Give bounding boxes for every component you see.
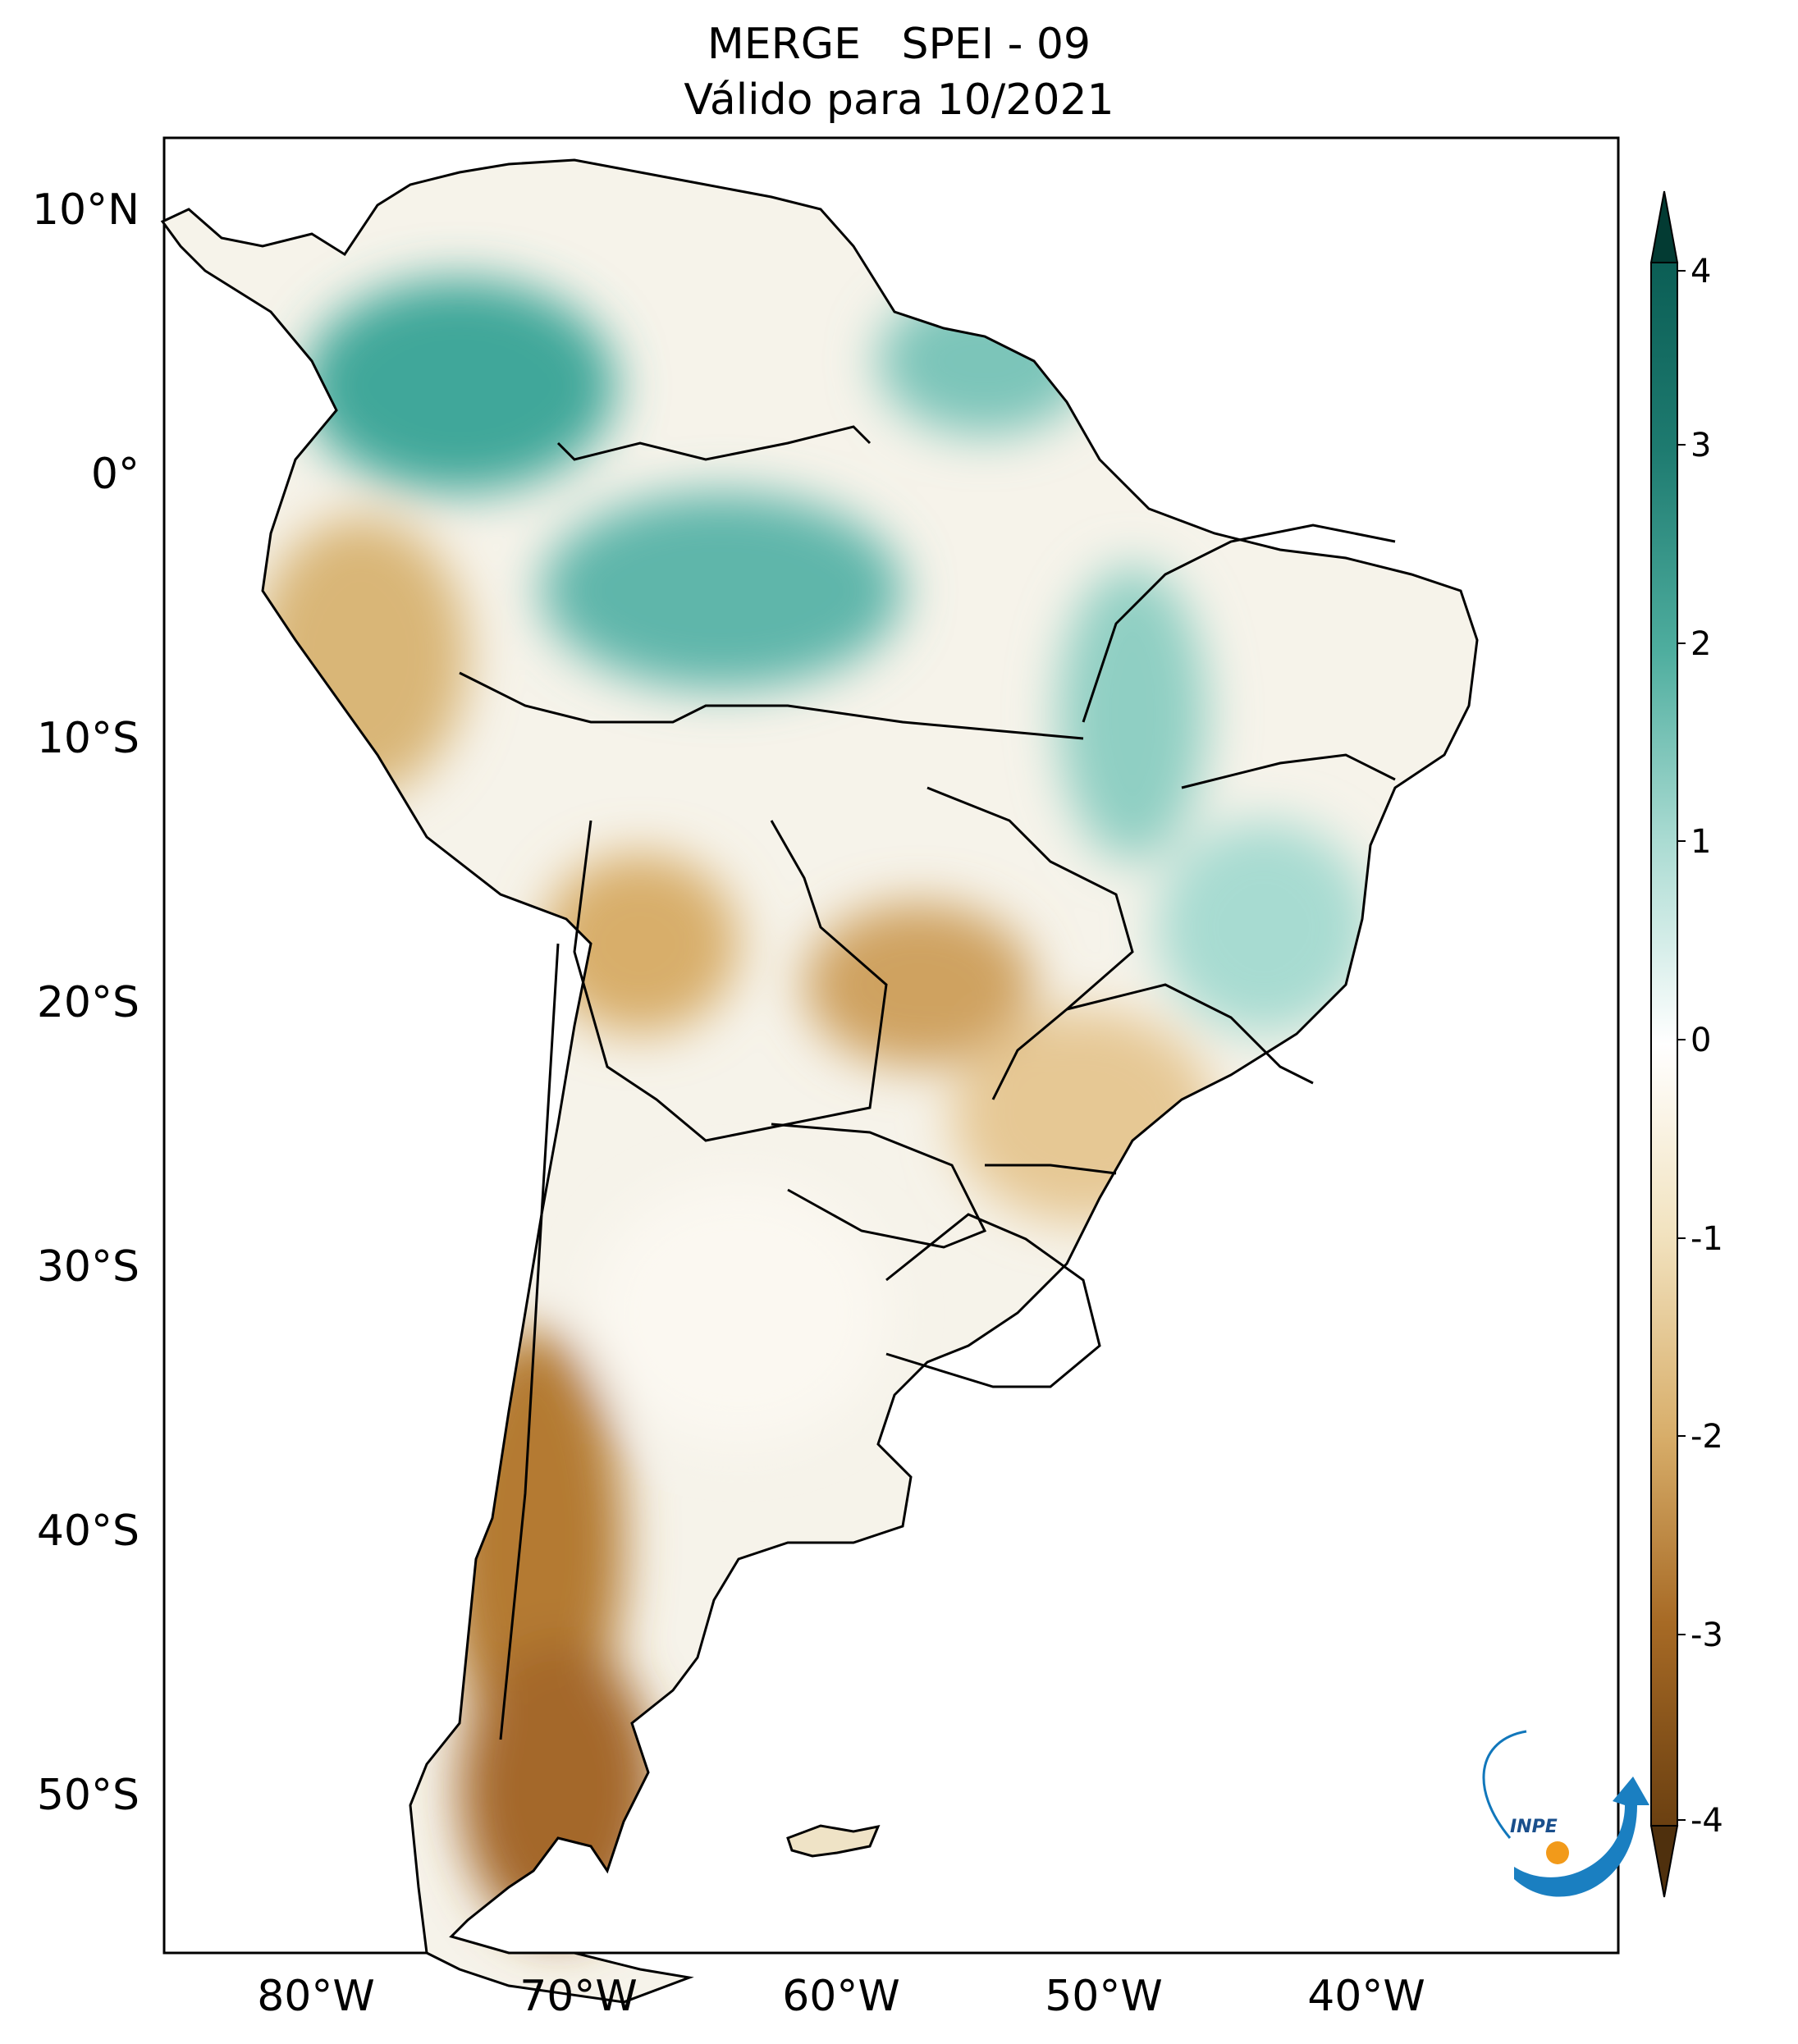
colorbar-tick: 1	[1690, 823, 1711, 861]
logo-sun-icon	[1546, 1841, 1569, 1864]
colorbar-tick: -4	[1690, 1802, 1723, 1840]
border-brazil-states-bahia	[1181, 753, 1396, 789]
wet-anomaly-tocantins	[1059, 566, 1206, 862]
border-venezuela-brazil	[556, 425, 872, 461]
lat-label: 30°S	[37, 1242, 140, 1292]
border-paraguay	[771, 1123, 987, 1249]
logo-orbit-icon	[1482, 1730, 1527, 1839]
lat-label: 0°	[91, 450, 140, 499]
political-borders	[459, 425, 1396, 1740]
border-uruguay	[885, 1213, 1101, 1388]
logo-text: INPE	[1510, 1817, 1558, 1837]
latitude-axis: 10°N 0° 10°S 20°S 30°S 40°S 50°S	[32, 185, 140, 1820]
neutral-area-argentina	[591, 1182, 886, 1444]
dry-anomaly-pantanal	[804, 903, 1034, 1067]
lon-label: 40°W	[1307, 1972, 1425, 2021]
border-brazil-states-southeast	[1066, 983, 1314, 1085]
lat-label: 50°S	[37, 1771, 140, 1820]
lon-label: 70°W	[519, 1972, 638, 2021]
dry-anomaly-bolivia	[542, 853, 739, 1034]
border-chile-argentina	[499, 943, 560, 1740]
lon-label: 80°W	[257, 1972, 375, 2021]
dry-anomaly-patagonia-south	[460, 1641, 657, 1937]
colorbar-tick: 0	[1690, 1022, 1711, 1059]
falkland-islands	[786, 1824, 881, 1858]
lat-label: 20°S	[37, 978, 140, 1027]
map-title-line2: Válido para 10/2021	[684, 75, 1114, 125]
colorbar-bar	[1650, 262, 1678, 1827]
colorbar-tick: -2	[1690, 1418, 1723, 1456]
border-bolivia	[573, 820, 888, 1142]
lon-label: 60°W	[782, 1972, 900, 2021]
wet-anomaly-minas	[1157, 821, 1370, 1034]
lat-label: 10°N	[32, 185, 140, 235]
lon-label: 50°W	[1045, 1972, 1163, 2021]
longitude-axis: 80°W 70°W 60°W 50°W 40°W	[257, 1972, 1425, 2021]
colorbar-extend-top	[1649, 190, 1679, 263]
wet-anomaly-colombia	[304, 279, 615, 492]
colorbar: 4 3 2 1 0 -1 -2 -3 -4	[1649, 190, 1723, 1898]
border-brazil-states-northeast	[1082, 524, 1396, 723]
inpe-logo: INPE	[1482, 1730, 1649, 1897]
colorbar-tick: -1	[1690, 1220, 1723, 1258]
border-brazil-states-south	[985, 1164, 1117, 1175]
colorbar-extend-bottom	[1649, 1825, 1679, 1898]
wet-anomaly-amazon	[542, 492, 903, 689]
colorbar-tick: -3	[1690, 1616, 1723, 1654]
map-title-line1: MERGE SPEI - 09	[707, 20, 1091, 69]
border-brazil-acre-north	[459, 671, 1084, 740]
lat-label: 10°S	[37, 714, 140, 763]
colorbar-tick: 2	[1690, 625, 1711, 663]
logo-swoosh-icon	[1514, 1776, 1649, 1897]
lat-label: 40°S	[37, 1507, 140, 1556]
border-brazil-states-west	[926, 786, 1134, 1100]
colorbar-tick: 4	[1690, 253, 1711, 290]
colorbar-tick: 3	[1690, 427, 1711, 464]
